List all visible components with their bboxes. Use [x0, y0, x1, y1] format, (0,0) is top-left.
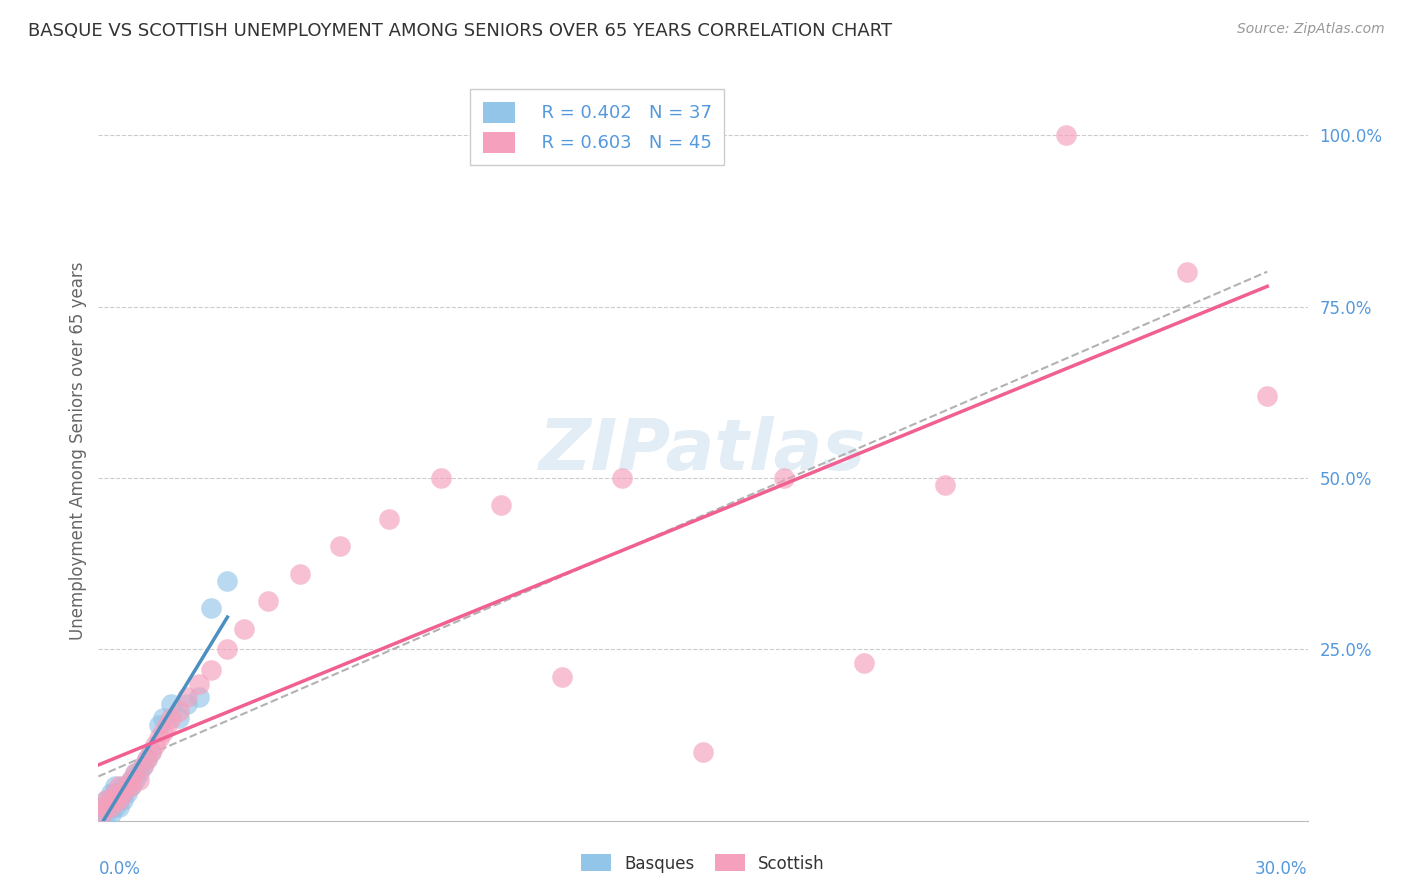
- Point: [934, 477, 956, 491]
- Point: [377, 512, 399, 526]
- Point: [148, 731, 170, 746]
- Point: [103, 800, 125, 814]
- Point: [200, 663, 222, 677]
- Point: [132, 759, 155, 773]
- Point: [100, 793, 122, 807]
- Point: [107, 800, 129, 814]
- Point: [1256, 389, 1278, 403]
- Point: [120, 772, 142, 787]
- Point: [1054, 128, 1077, 142]
- Point: [167, 704, 190, 718]
- Legend:   R = 0.402   N = 37,   R = 0.603   N = 45: R = 0.402 N = 37, R = 0.603 N = 45: [470, 89, 724, 165]
- Point: [111, 793, 134, 807]
- Point: [115, 786, 138, 800]
- Point: [148, 717, 170, 731]
- Point: [430, 471, 453, 485]
- Point: [96, 800, 118, 814]
- Point: [692, 745, 714, 759]
- Point: [96, 793, 118, 807]
- Point: [853, 656, 876, 670]
- Text: BASQUE VS SCOTTISH UNEMPLOYMENT AMONG SENIORS OVER 65 YEARS CORRELATION CHART: BASQUE VS SCOTTISH UNEMPLOYMENT AMONG SE…: [28, 22, 893, 40]
- Legend: Basques, Scottish: Basques, Scottish: [575, 847, 831, 880]
- Point: [96, 793, 118, 807]
- Point: [91, 806, 114, 821]
- Point: [103, 793, 125, 807]
- Point: [124, 765, 146, 780]
- Point: [217, 642, 239, 657]
- Point: [120, 780, 142, 794]
- Point: [152, 711, 174, 725]
- Y-axis label: Unemployment Among Seniors over 65 years: Unemployment Among Seniors over 65 years: [69, 261, 87, 640]
- Point: [111, 786, 134, 800]
- Point: [107, 780, 129, 794]
- Point: [135, 752, 157, 766]
- Point: [111, 786, 134, 800]
- Point: [100, 793, 122, 807]
- Point: [772, 471, 794, 485]
- Point: [200, 601, 222, 615]
- Point: [256, 594, 278, 608]
- Point: [329, 540, 352, 554]
- Point: [128, 765, 150, 780]
- Point: [188, 690, 211, 705]
- Point: [107, 786, 129, 800]
- Point: [139, 745, 162, 759]
- Point: [143, 738, 166, 752]
- Point: [176, 697, 198, 711]
- Point: [167, 711, 190, 725]
- Point: [1175, 265, 1198, 279]
- Point: [612, 471, 634, 485]
- Point: [96, 800, 118, 814]
- Point: [152, 724, 174, 739]
- Point: [124, 772, 146, 787]
- Point: [100, 800, 122, 814]
- Point: [135, 752, 157, 766]
- Point: [176, 690, 198, 705]
- Text: ZIPatlas: ZIPatlas: [540, 416, 866, 485]
- Point: [115, 780, 138, 794]
- Point: [120, 772, 142, 787]
- Point: [103, 793, 125, 807]
- Point: [551, 670, 574, 684]
- Point: [288, 566, 311, 581]
- Point: [107, 793, 129, 807]
- Point: [120, 780, 142, 794]
- Text: Source: ZipAtlas.com: Source: ZipAtlas.com: [1237, 22, 1385, 37]
- Point: [107, 793, 129, 807]
- Text: 30.0%: 30.0%: [1256, 860, 1308, 878]
- Point: [132, 759, 155, 773]
- Point: [124, 765, 146, 780]
- Point: [160, 711, 183, 725]
- Point: [128, 772, 150, 787]
- Point: [115, 780, 138, 794]
- Point: [188, 676, 211, 690]
- Point: [91, 800, 114, 814]
- Point: [111, 780, 134, 794]
- Point: [156, 717, 179, 731]
- Point: [103, 780, 125, 794]
- Point: [160, 697, 183, 711]
- Point: [100, 786, 122, 800]
- Point: [232, 622, 254, 636]
- Point: [91, 800, 114, 814]
- Point: [217, 574, 239, 588]
- Text: 0.0%: 0.0%: [98, 860, 141, 878]
- Point: [103, 786, 125, 800]
- Point: [91, 806, 114, 821]
- Point: [103, 786, 125, 800]
- Point: [100, 800, 122, 814]
- Point: [96, 806, 118, 821]
- Point: [491, 498, 513, 512]
- Point: [100, 806, 122, 821]
- Point: [139, 745, 162, 759]
